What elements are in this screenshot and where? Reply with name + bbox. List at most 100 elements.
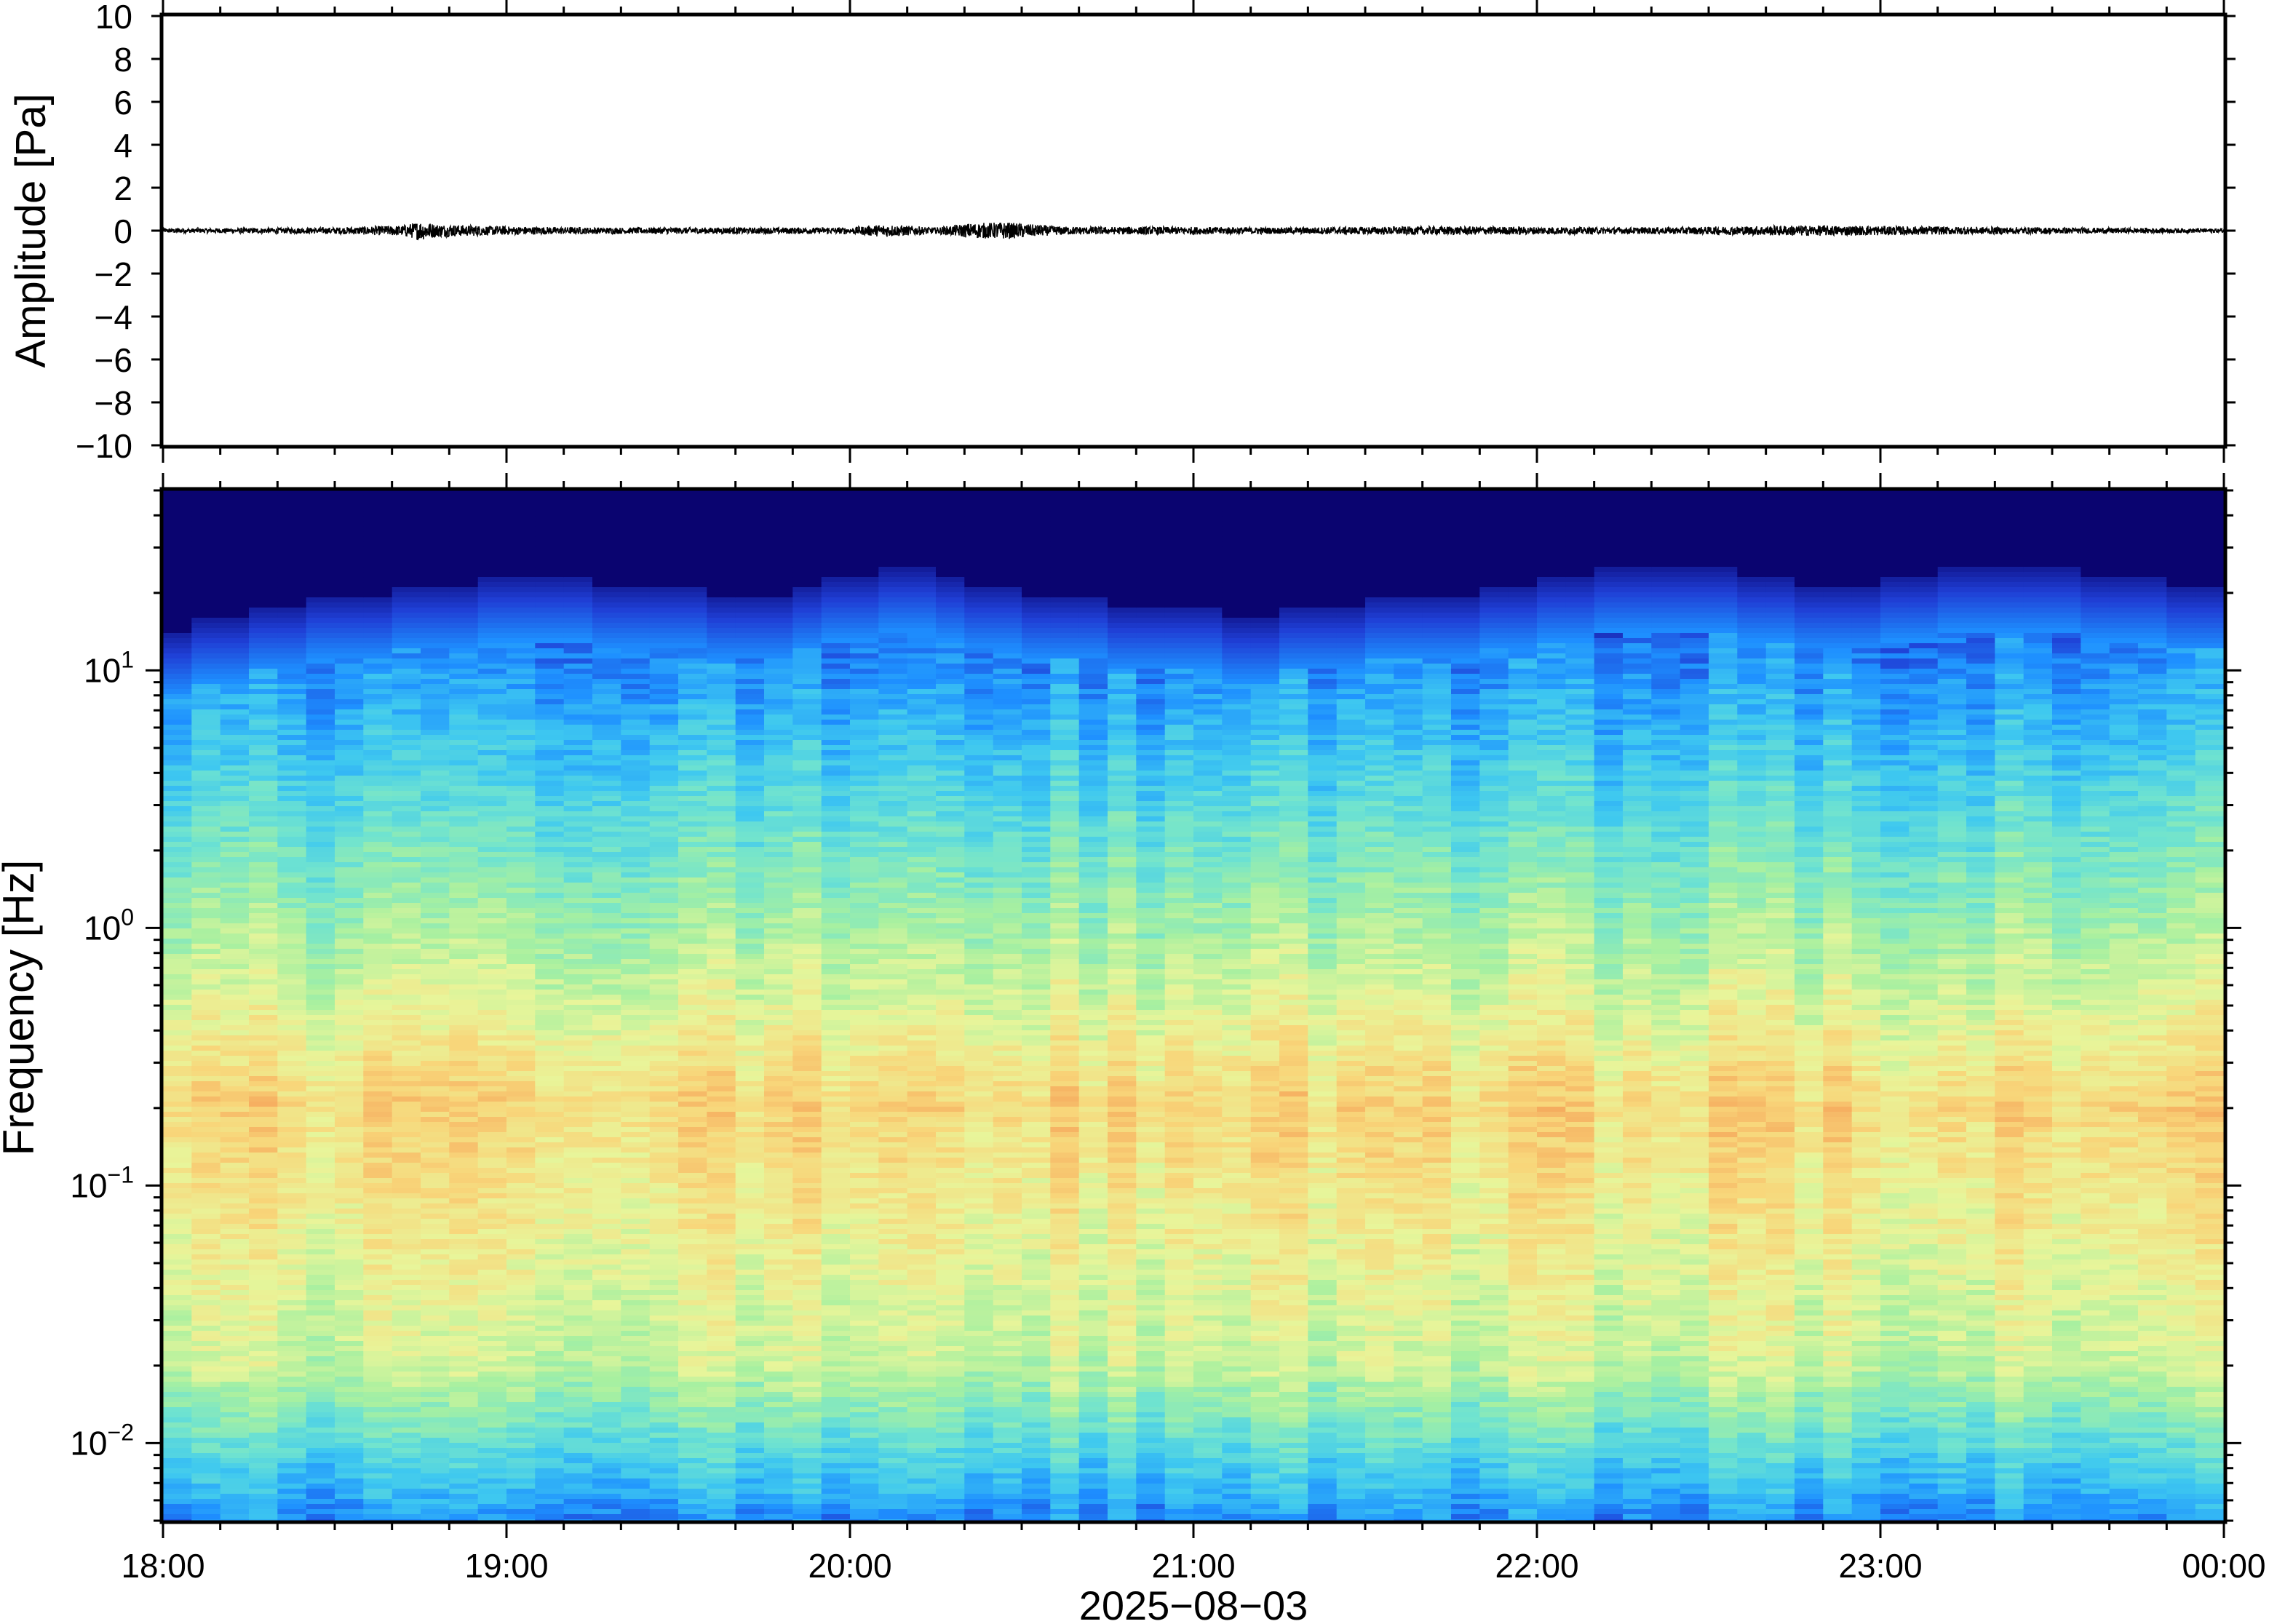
spectrogram-cell — [621, 1321, 651, 1326]
spectrogram-cell — [163, 1096, 192, 1102]
spectrogram-cell — [678, 1046, 707, 1051]
spectrogram-cell — [678, 516, 707, 522]
spectrogram-cell — [163, 903, 192, 909]
spectrogram-cell — [477, 674, 507, 680]
spectrogram-cell — [649, 1361, 679, 1367]
spectrogram-cell — [306, 990, 335, 995]
spectrogram-cell — [792, 1203, 822, 1209]
spectrogram-cell — [563, 664, 593, 669]
spectrogram-cell — [477, 664, 507, 669]
spectrogram-cell — [764, 913, 793, 919]
spectrogram-cell — [535, 1514, 565, 1520]
spectrogram-cell — [621, 1438, 651, 1444]
spectrogram-cell — [535, 679, 565, 685]
spectrogram-cell — [477, 750, 507, 756]
spectrogram-cell — [621, 1499, 651, 1505]
spectrogram-cell — [449, 1489, 479, 1494]
spectrogram-cell — [449, 541, 479, 547]
spectrogram-cell — [449, 1417, 479, 1423]
spectrogram-cell — [277, 883, 307, 888]
spectrogram-cell — [477, 562, 507, 568]
spectrogram-cell — [163, 740, 192, 746]
spectrogram-cell — [764, 1046, 793, 1051]
spectrogram-cell — [249, 531, 278, 537]
spectrogram-cell — [535, 628, 565, 634]
spectrogram-cell — [535, 501, 565, 506]
spectrogram-cell — [821, 1091, 851, 1097]
spectrogram-cell — [477, 1091, 507, 1097]
spectrogram-cell — [621, 765, 651, 771]
spectrogram-cell — [678, 765, 707, 771]
spectrogram-cell — [477, 1209, 507, 1214]
spectrogram-cell — [735, 1066, 765, 1072]
spectrogram-cell — [678, 1392, 707, 1398]
spectrogram-cell — [477, 618, 507, 624]
spectrogram-cell — [764, 1397, 793, 1403]
spectrogram-cell — [592, 557, 621, 562]
spectrogram-cell — [707, 1514, 736, 1520]
spectrogram-cell — [592, 1387, 621, 1393]
spectrogram-cell — [249, 597, 278, 603]
spectrogram-cell — [707, 786, 736, 792]
spectrogram-cell — [220, 1127, 250, 1133]
spectrogram-cell — [449, 1448, 479, 1454]
spectrogram-cell — [363, 974, 393, 980]
spectrogram-cell — [621, 516, 651, 522]
spectrogram-cell — [535, 689, 565, 695]
spectrogram-cell — [449, 546, 479, 552]
spectrogram-cell — [707, 954, 736, 960]
spectrogram-cell — [191, 725, 221, 731]
spectrogram-cell — [821, 725, 851, 731]
spectrogram-cell — [306, 1112, 335, 1118]
spectrogram-cell — [249, 490, 278, 496]
spectrogram-cell — [563, 1300, 593, 1306]
spectrogram-cell — [163, 1214, 192, 1219]
spectrogram-cell — [764, 1504, 793, 1510]
spectrogram-cell — [764, 618, 793, 624]
spectrogram-cell — [649, 1239, 679, 1245]
spectrogram-cell — [306, 1071, 335, 1077]
spectrogram-cell — [764, 1158, 793, 1163]
spectrogram-cell — [707, 1188, 736, 1194]
spectrogram-cell — [821, 715, 851, 720]
spectrogram-cell — [764, 501, 793, 506]
spectrogram-cell — [477, 1086, 507, 1092]
spectrogram-cell — [220, 944, 250, 950]
spectrogram-cell — [392, 715, 421, 720]
spectrogram-cell — [249, 923, 278, 929]
spectrogram-cell — [506, 1102, 536, 1107]
spectrogram-cell — [649, 1422, 679, 1428]
spectrogram-cell — [821, 949, 851, 955]
spectrogram-cell — [392, 1209, 421, 1214]
spectrogram-cell — [421, 801, 450, 807]
spectrogram-cell — [249, 745, 278, 751]
spectrogram-cell — [735, 1188, 765, 1194]
spectrogram-cell — [621, 949, 651, 955]
spectrogram-cell — [363, 679, 393, 685]
spectrogram-cell — [191, 562, 221, 568]
spectrogram-cell — [306, 1214, 335, 1219]
spectrogram-cell — [306, 939, 335, 944]
spectrogram-cell — [621, 1336, 651, 1342]
spectrogram-cell — [363, 699, 393, 705]
spectrogram-cell — [592, 1310, 621, 1316]
spectrogram-cell — [821, 781, 851, 787]
spectrogram-cell — [335, 750, 364, 756]
spectrogram-cell — [220, 1025, 250, 1031]
spectrogram-cell — [277, 1387, 307, 1393]
spectrogram-cell — [335, 664, 364, 669]
spectrogram-cell — [678, 1489, 707, 1494]
spectrogram-cell — [764, 1056, 793, 1062]
spectrogram-cell — [592, 552, 621, 557]
spectrogram-cell — [335, 623, 364, 629]
spectrogram-cell — [792, 1015, 822, 1021]
spectrogram-cell — [220, 1265, 250, 1270]
spectrogram-cell — [477, 679, 507, 685]
spectrogram-cell — [392, 837, 421, 843]
spectrogram-cell — [392, 862, 421, 868]
spectrogram-cell — [421, 1412, 450, 1418]
spectrogram-cell — [220, 1081, 250, 1087]
spectrogram-cell — [621, 715, 651, 720]
spectrogram-cell — [707, 1428, 736, 1433]
